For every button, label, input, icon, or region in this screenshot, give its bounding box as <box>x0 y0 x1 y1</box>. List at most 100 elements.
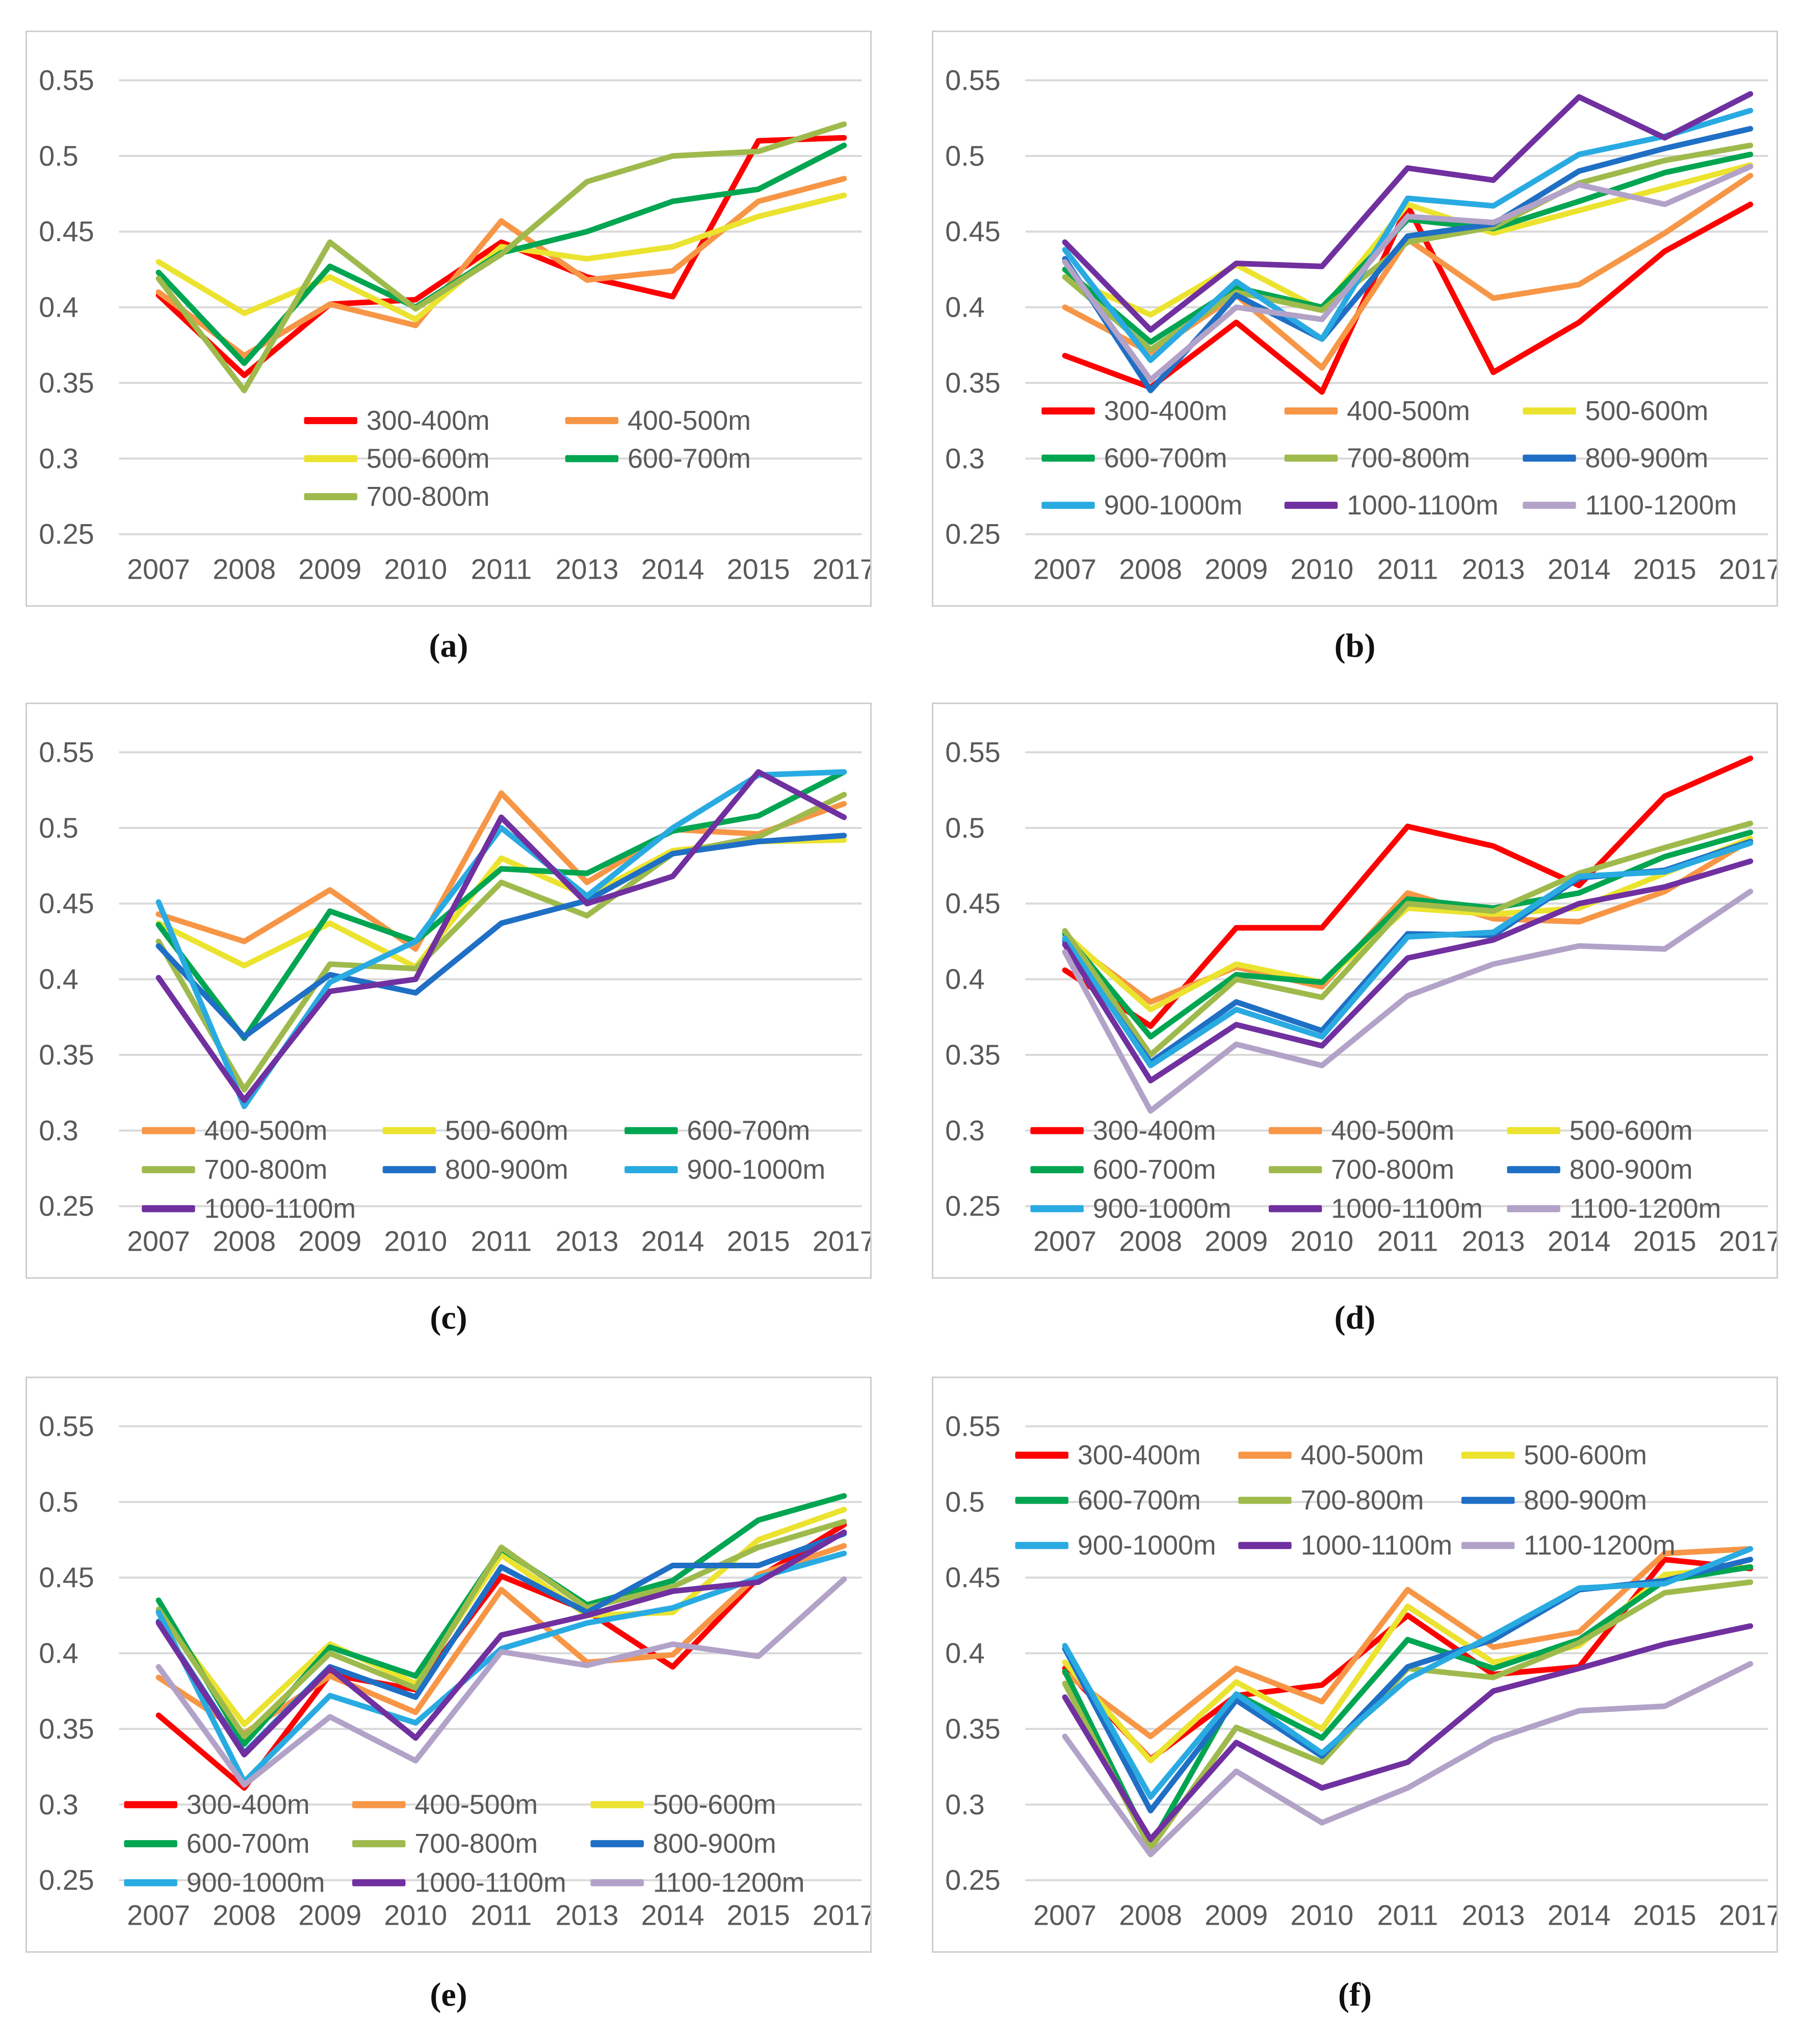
legend-item-400-500m: 400-500m <box>142 1116 327 1146</box>
legend-swatch <box>1015 1496 1068 1504</box>
legend-swatch <box>1015 1542 1068 1549</box>
x-tick-label: 2011 <box>1377 1899 1439 1931</box>
legend-swatch <box>304 455 357 462</box>
y-tick-label: 0.5 <box>945 140 984 172</box>
caption-d: (d) <box>1334 1299 1376 1336</box>
legend-label: 500-600m <box>1570 1116 1693 1146</box>
legend-label: 900-1000m <box>687 1154 826 1185</box>
legend-label: 500-600m <box>367 444 490 474</box>
legend-label: 400-500m <box>414 1790 538 1820</box>
y-tick-label: 0.45 <box>39 216 94 247</box>
legend-item-300-400m: 300-400m <box>124 1790 310 1820</box>
legend-label: 600-700m <box>628 444 751 474</box>
legend-item-900-1000m: 900-1000m <box>1015 1530 1216 1561</box>
legend-item-600-700m: 600-700m <box>565 444 751 474</box>
legend-swatch <box>1041 502 1095 509</box>
legend-item-700-800m: 700-800m <box>1238 1485 1424 1516</box>
series-line-400-500m <box>1062 837 1754 1005</box>
legend-item-300-400m: 300-400m <box>304 405 490 436</box>
x-tick-label: 2011 <box>471 1225 532 1257</box>
legend-item-700-800m: 700-800m <box>1284 443 1470 474</box>
x-tick-label: 2013 <box>556 553 619 585</box>
y-tick-label: 0.5 <box>39 1486 78 1518</box>
legend-item-500-600m: 500-600m <box>1507 1116 1693 1146</box>
legend-item-600-700m: 600-700m <box>1030 1154 1216 1185</box>
x-tick-label: 2014 <box>1548 1225 1611 1257</box>
y-tick-label: 0.5 <box>39 140 78 172</box>
legend-label: 900-1000m <box>1078 1530 1216 1561</box>
legend-swatch <box>1238 1542 1292 1549</box>
legend-swatch <box>382 1166 436 1174</box>
x-tick-label: 2008 <box>213 1225 276 1257</box>
legend-swatch <box>1238 1452 1292 1459</box>
x-tick-label: 2013 <box>556 1225 619 1257</box>
legend-label: 1100-1200m <box>1524 1530 1676 1561</box>
series-line-400-500m <box>155 175 847 359</box>
x-tick-label: 2009 <box>1205 553 1268 585</box>
legend-label: 600-700m <box>687 1116 811 1146</box>
series-line-600-700m <box>1062 1564 1754 1848</box>
line-chart-a: 0.55 0.5 0.45 0.4 0.35 0.3 0.25 2007 2008 2009 201… <box>39 64 870 585</box>
x-tick-label: 2015 <box>727 1225 790 1257</box>
legend-label: 400-500m <box>628 405 751 436</box>
legend-swatch <box>1268 1166 1322 1174</box>
legend-label: 1000-1100m <box>1301 1530 1453 1561</box>
legend: 400-500m 500-600m 600-700m 700-800m 800-900m… <box>142 1116 825 1224</box>
legend-swatch <box>382 1127 436 1134</box>
y-tick-label: 0.4 <box>39 292 78 323</box>
line-chart-e: 0.55 0.5 0.45 0.4 0.35 0.3 0.25 2007 2008 2009 201… <box>39 1410 870 1931</box>
caption-c: (c) <box>430 1299 467 1336</box>
x-tick-label: 2008 <box>213 1899 276 1931</box>
legend-item-400-500m: 400-500m <box>1284 396 1470 426</box>
x-tick-label: 2014 <box>641 1899 704 1931</box>
legend-swatch <box>1030 1166 1084 1174</box>
legend-swatch <box>352 1840 406 1848</box>
x-tick-label: 2014 <box>1548 1899 1611 1931</box>
y-tick-label: 0.25 <box>39 1865 94 1896</box>
series-line-1100-1200m <box>1062 164 1754 383</box>
x-tick-label: 2015 <box>1633 1899 1696 1931</box>
chart-panel-c: 0.55 0.5 0.45 0.4 0.35 0.3 0.25 2007 2008 2009 201… <box>25 703 872 1279</box>
x-tick-label: 2010 <box>1290 1225 1353 1257</box>
x-tick-label: 2007 <box>127 1899 190 1931</box>
series-line-800-900m <box>155 833 847 1040</box>
legend-item-800-900m: 800-900m <box>1461 1485 1647 1516</box>
x-tick-label: 2017 <box>1719 553 1776 585</box>
y-tick-label: 0.3 <box>945 1789 984 1820</box>
x-tick-label: 2017 <box>1719 1225 1776 1257</box>
legend: 300-400m 400-500m 500-600m 600-700m 700-800m… <box>1041 396 1737 521</box>
y-tick-label: 0.45 <box>945 1562 1000 1593</box>
legend-item-1100-1200m: 1100-1200m <box>1507 1194 1721 1224</box>
legend-swatch <box>1461 1452 1515 1459</box>
legend-swatch <box>1507 1205 1560 1212</box>
chart-panel-a: 0.55 0.5 0.45 0.4 0.35 0.3 0.25 2007 2008 2009 201… <box>25 31 872 607</box>
legend-swatch <box>1041 407 1095 415</box>
legend-label: 700-800m <box>367 481 490 512</box>
y-tick-label: 0.25 <box>39 519 94 550</box>
series-line-700-800m <box>1062 1579 1754 1851</box>
y-tick-label: 0.25 <box>945 1191 1000 1222</box>
legend-swatch <box>142 1127 195 1134</box>
y-tick-label: 0.5 <box>39 812 78 844</box>
legend-label: 900-1000m <box>187 1868 325 1898</box>
chart-panel-f: 0.55 0.5 0.45 0.4 0.35 0.3 0.25 2007 2008 2009 201… <box>932 1377 1778 1953</box>
legend-swatch <box>1507 1127 1560 1134</box>
x-tick-label: 2008 <box>1119 1899 1182 1931</box>
series-line-600-700m <box>1062 830 1754 1040</box>
legend-item-600-700m: 600-700m <box>1015 1485 1201 1516</box>
legend: 300-400m 400-500m 500-600m 600-700m 700-800m <box>304 405 751 512</box>
x-tick-label: 2014 <box>641 1225 704 1257</box>
x-tick-label: 2011 <box>1377 1225 1439 1257</box>
x-tick-label: 2007 <box>1033 553 1096 585</box>
series-line-1000-1100m <box>1062 1623 1754 1843</box>
series-line-1100-1200m <box>1062 889 1754 1114</box>
caption-e: (e) <box>430 1976 467 2013</box>
x-tick-label: 2008 <box>213 553 276 585</box>
caption-f: (f) <box>1338 1976 1372 2013</box>
legend-label: 1100-1200m <box>1570 1194 1721 1224</box>
legend-item-1000-1100m: 1000-1100m <box>352 1868 566 1898</box>
legend-item-1100-1200m: 1100-1200m <box>590 1868 804 1898</box>
legend-label: 600-700m <box>1078 1485 1201 1516</box>
line-chart-f: 0.55 0.5 0.45 0.4 0.35 0.3 0.25 2007 2008 2009 201… <box>945 1410 1776 1931</box>
